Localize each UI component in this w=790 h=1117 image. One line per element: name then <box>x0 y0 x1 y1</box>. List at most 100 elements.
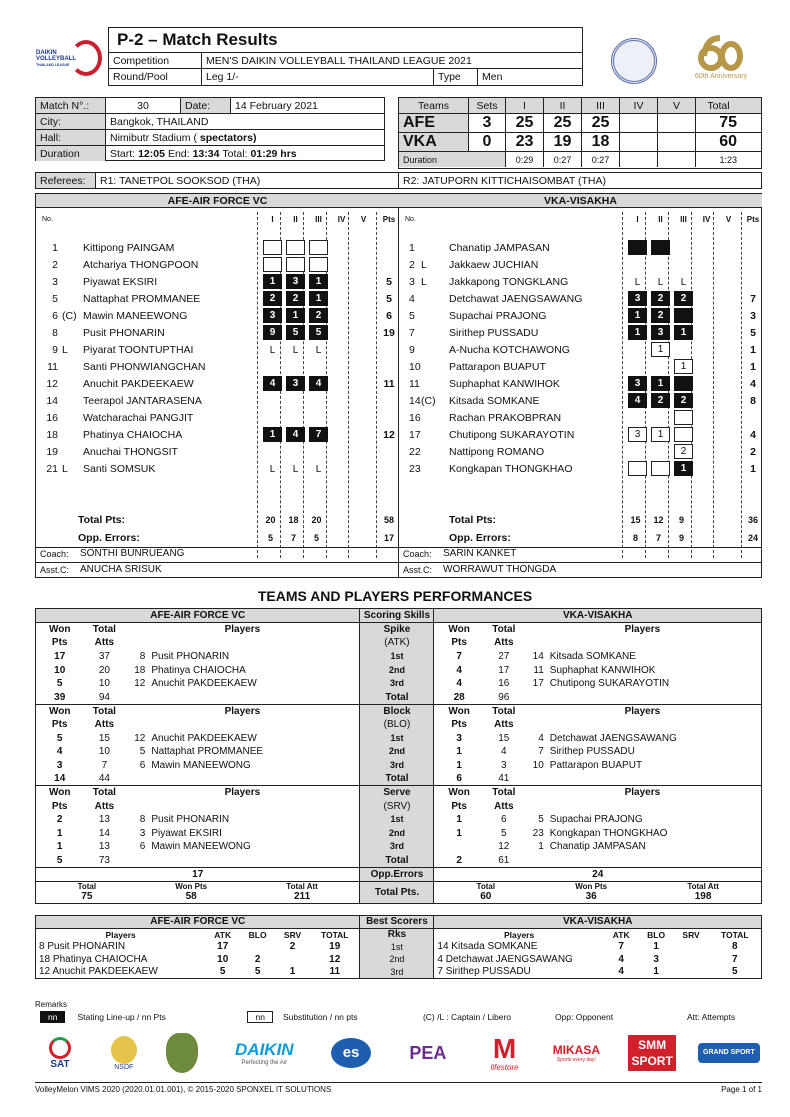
federation-seal-icon <box>611 38 657 84</box>
player-name: Kitsada SOMKANE <box>449 395 540 407</box>
player-number: 5 <box>139 746 146 758</box>
skill-player-row: 10 20 18 Phatinya CHAIOCHA 2nd 4 17 11 Suphaphat… <box>36 663 762 677</box>
start-label: Start: <box>110 147 136 160</box>
type-label: Type <box>434 69 478 85</box>
player-cell: 18 Phatinya CHAIOCHA <box>125 663 360 677</box>
city: Bangkok, THAILAND <box>110 115 209 128</box>
starting-lineup-box: 9 <box>263 325 282 340</box>
roster-team-name: VKA-VISAKHA <box>399 194 762 208</box>
score-header: Total <box>707 99 730 112</box>
player-points: 6 <box>386 310 392 322</box>
summary-value: 198 <box>694 891 712 903</box>
bs-row: 18 Phatinya CHAIOCHA 10 2 12 2nd 4 Detchawat … <box>36 953 762 966</box>
starting-lineup-box <box>674 376 693 391</box>
sponsor-pea-logo: PEA <box>409 1042 447 1063</box>
substitution-box <box>674 410 693 425</box>
total-col: Total <box>83 785 126 800</box>
player-name: Piyawat EKSIRI <box>151 827 222 839</box>
rank-label: 2nd <box>359 953 435 966</box>
player-name: Pusit PHONARIN <box>151 650 230 662</box>
won-pts: 1 <box>56 841 63 853</box>
players-col <box>125 799 360 813</box>
player-number: 1 <box>409 242 415 254</box>
player-name: Pattarapon BUAPUT <box>549 759 643 771</box>
libero-mark: L <box>269 464 276 475</box>
set-opp-errors: 7 <box>290 533 296 543</box>
hall-label: Hall: <box>36 130 106 145</box>
player-number: 18 <box>46 429 58 441</box>
player-points: 5 <box>386 293 392 305</box>
starting-lineup-box: 3 <box>263 308 282 323</box>
player-cell: 23 Kongkapan THONGKHAO <box>524 826 762 840</box>
player-cell: 5 Nattaphat PROMMANEE <box>125 745 360 759</box>
won-pts: 3 <box>56 759 63 771</box>
stat-value: 2 <box>254 953 261 965</box>
set-score: 25 <box>582 114 620 132</box>
summary-label: Total Att <box>687 882 719 892</box>
summary-label: Total <box>476 882 496 892</box>
starting-lineup-box <box>628 240 647 255</box>
col-header-set: IV <box>702 215 711 224</box>
set-duration: 0:27 <box>582 152 620 167</box>
dotted-divider <box>257 212 258 558</box>
player-name: Piyarat TOONTUPTHAI <box>83 344 194 356</box>
won-pts: 4 <box>456 664 462 676</box>
player-number: 1 <box>52 242 58 254</box>
player-role-mark: L <box>421 259 427 271</box>
players-col: Players <box>523 703 762 718</box>
duration-label: Duration <box>36 146 106 161</box>
set-score <box>620 133 658 151</box>
skill-name: Block <box>359 703 435 718</box>
sponsor-smm-sport-logo: SMM SPORT <box>628 1035 677 1071</box>
starting-lineup-box: 5 <box>286 325 305 340</box>
substitution-box <box>309 240 328 255</box>
player-name: Santi PHONWIANGCHAN <box>83 361 206 373</box>
player-number: 12 <box>134 678 146 690</box>
total-col: Atts <box>94 800 115 812</box>
bs-col-header-row: Players ATK BLO SRV TOTAL Rks Players ATK BLO SRV… <box>36 928 762 941</box>
sponsor-nsdf-logo: NSDF <box>104 1035 144 1071</box>
atts-total: 94 <box>98 691 110 703</box>
date-label: Date: <box>181 98 231 113</box>
total-pts-label: Total Pts: <box>78 514 126 526</box>
set-duration <box>658 152 696 167</box>
player-name: Anuchit PAKDEEKAEW <box>151 678 257 690</box>
total-pts-label: Total Pts. <box>359 880 435 904</box>
won-total: 5 <box>56 854 63 866</box>
skill-subheader-row: Pts Atts (BLO) Pts Atts <box>36 717 762 732</box>
player-number: 16 <box>409 412 421 424</box>
player-name: Teerapol JANTARASENA <box>83 395 202 407</box>
won-pts: 3 <box>456 732 462 744</box>
player-name: A-Nucha KOTCHAWONG <box>449 344 570 356</box>
player-name: Watcharachai PANGJIT <box>83 412 194 424</box>
roster-team-name: AFE-AIR FORCE VC <box>36 194 399 208</box>
competition-value: MEN'S DAIKIN VOLLEYBALL THAILAND LEAGUE … <box>206 54 472 67</box>
total-points: 75 <box>719 114 737 131</box>
skill-player-row: 4 10 5 Nattaphat PROMMANEE 2nd 1 4 7 Sirithep PU… <box>36 744 762 759</box>
won-total: 6 <box>456 773 462 785</box>
skill-player-row: 1 13 6 Mawin MANEEWONG 3rd 12 1 Chanatip JAMPAS… <box>36 840 762 854</box>
match-date: 14 February 2021 <box>235 99 318 112</box>
player-number: 21 <box>46 463 58 475</box>
summary-label: Won Pts <box>175 882 208 892</box>
player-name: Nattaphat PROMMANEE <box>83 293 201 305</box>
legend-captain: (C) /L : Captain / Libero <box>422 1012 511 1022</box>
substitution-box: 3 <box>628 427 647 442</box>
player-points: 1 <box>750 361 756 373</box>
col-header: SRV <box>283 929 302 940</box>
stat-value <box>275 953 310 966</box>
substitution-box <box>263 240 282 255</box>
right-team-name: VKA-VISAKHA <box>433 608 762 623</box>
best-scorers-header: Best Scorers <box>359 915 435 929</box>
player-points: 5 <box>750 327 756 339</box>
league-logo: DAIKIN VOLLEYBALL THAILAND LEAGUE <box>36 40 102 76</box>
player-number: 23 <box>409 463 421 475</box>
duration-total: 1:23 <box>719 154 737 165</box>
bs-header-row: AFE-AIR FORCE VC Best Scorers VKA-VISAKHA <box>35 915 762 929</box>
total-col: Total <box>492 624 516 636</box>
won-pts: 1 <box>56 827 63 839</box>
total-atts: 37 <box>98 650 110 662</box>
blank <box>125 854 360 868</box>
player-number: 12 <box>134 732 146 744</box>
skill-player-row: 5 15 12 Anuchit PAKDEEKAEW 1st 3 15 4 Detchawat … <box>36 731 762 745</box>
